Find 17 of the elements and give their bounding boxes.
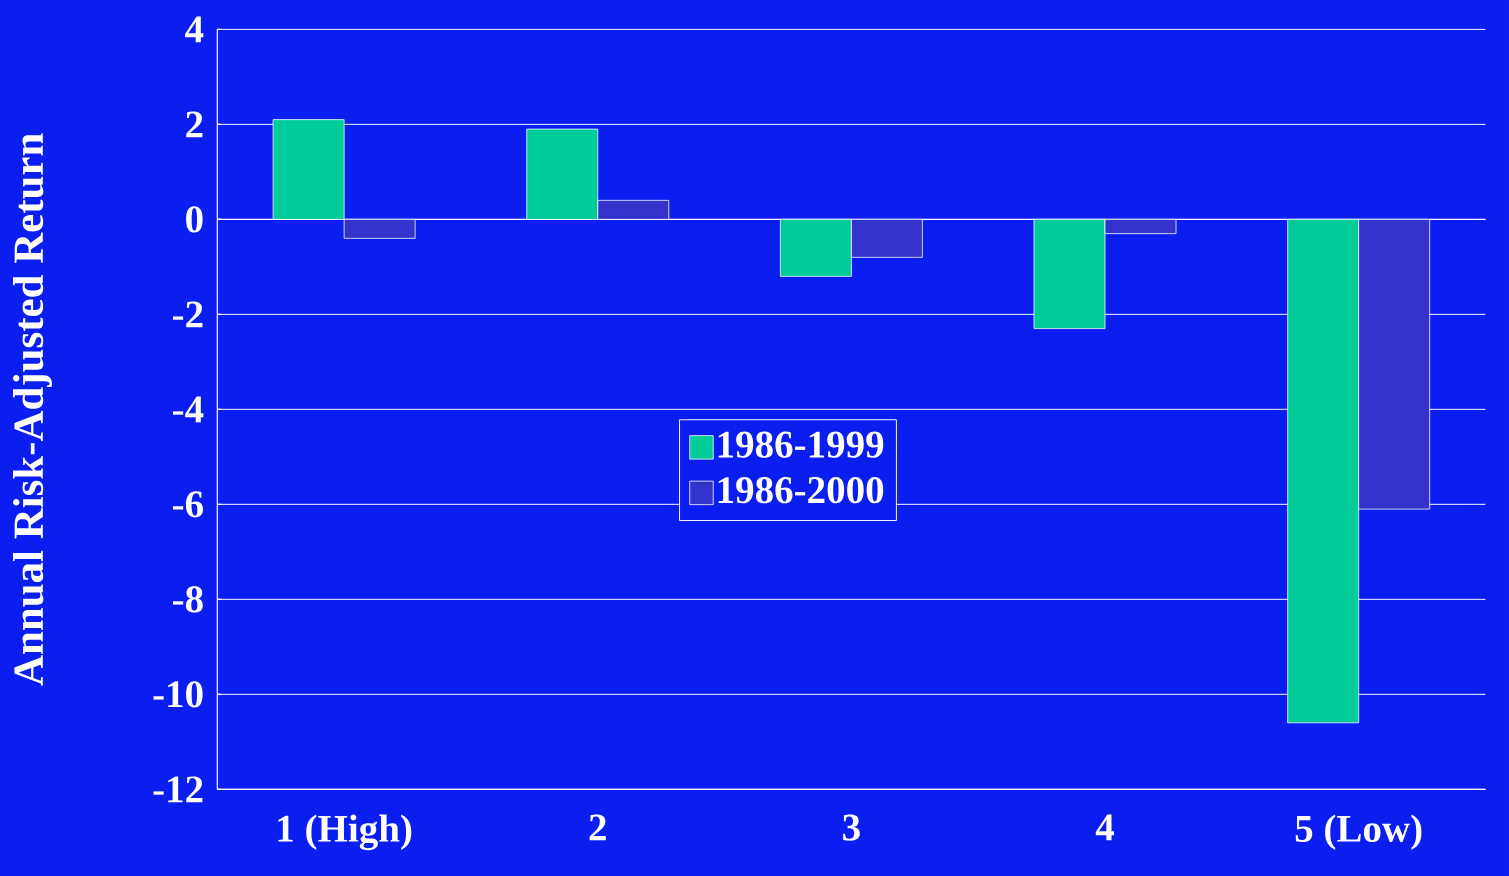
y-axis-title: Annual Risk-Adjusted Return	[13, 133, 52, 686]
y-tick-label: 0	[186, 205, 203, 233]
legend-label: 1986-1999	[718, 431, 884, 458]
y-tick-label: 4	[185, 16, 204, 42]
y-tick-label: -12	[153, 776, 203, 802]
y-tick-label: 2	[186, 111, 203, 138]
x-tick-label: 1 (High)	[278, 814, 412, 850]
y-tick-label: -8	[173, 585, 203, 613]
x-tick-label: 3	[843, 814, 860, 841]
x-tick-label: 4	[1095, 814, 1115, 840]
x-tick-label: 5 (Low)	[1295, 814, 1422, 850]
y-tick-label: -2	[173, 301, 203, 328]
legend-label: 1986-2000	[718, 476, 884, 504]
y-tick-label: -10	[153, 680, 203, 708]
y-tick-label: -4	[173, 396, 204, 422]
x-tick-label: 2	[589, 814, 606, 841]
y-tick-label: -6	[173, 491, 203, 518]
